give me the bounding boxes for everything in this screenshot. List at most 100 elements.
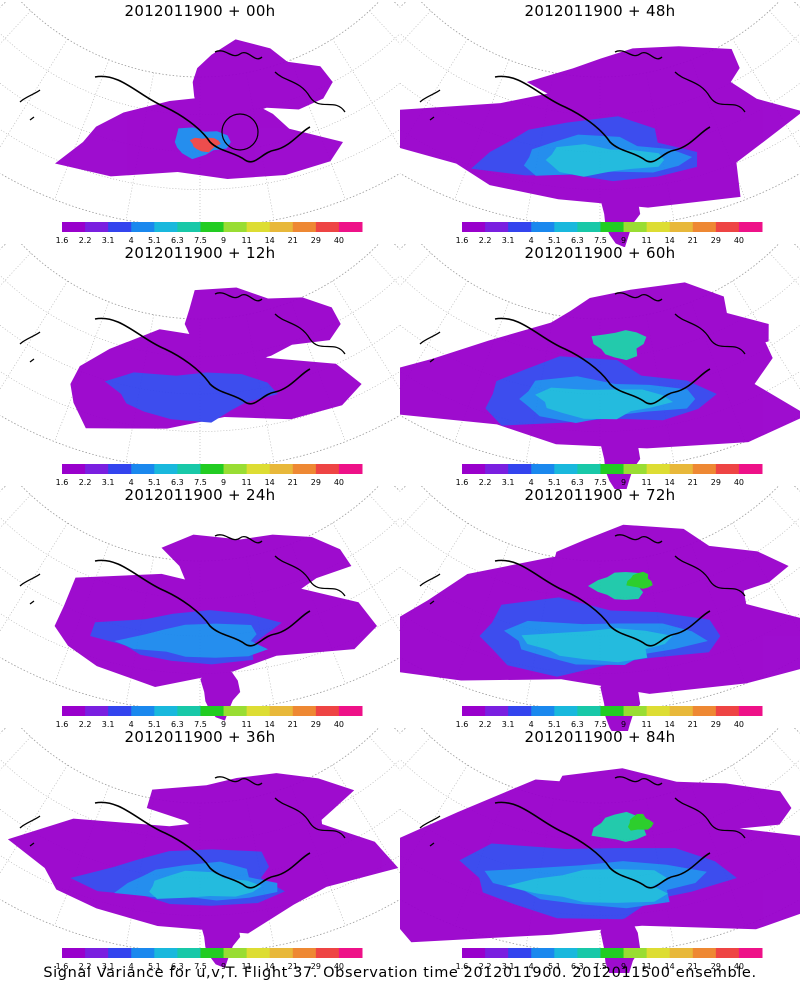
colorbar-segment (85, 706, 109, 716)
longitude-gridline (332, 280, 400, 390)
colorbar-segment (715, 464, 740, 474)
colorbar-segment (600, 948, 625, 958)
coastline (614, 776, 746, 839)
variance-contour (528, 282, 769, 358)
colorbar-segment (738, 948, 763, 958)
colorbar-segment (269, 706, 294, 716)
colorbar-segment (485, 222, 509, 232)
colorbar-segment (292, 222, 317, 232)
latitude-gridline (0, 566, 400, 637)
colorbar-label: 14 (265, 478, 275, 487)
latitude-gridline (400, 566, 800, 637)
colorbar-segment (131, 222, 155, 232)
colorbar-segment (531, 222, 555, 232)
variance-field (70, 287, 362, 429)
colorbar-label: 21 (688, 478, 698, 487)
variance-contour (600, 675, 641, 731)
colorbar-segment (62, 706, 86, 716)
colorbar-label: 6.3 (571, 962, 584, 971)
colorbar-label: 6.3 (571, 236, 584, 245)
colorbar-label: 2.2 (79, 236, 92, 245)
colorbar-label: 2.2 (479, 962, 492, 971)
colorbar-label: 14 (265, 720, 275, 729)
colorbar-label: 21 (288, 478, 298, 487)
colorbar-segment (715, 948, 740, 958)
map-panel: 2012011900 + 60h 1.6 2.2 3.1 4 5.1 6.3 7.5 9 11 14… (400, 244, 800, 489)
colorbar: 1.6 2.2 3.1 4 5.1 6.3 7.5 9 11 14 21 29 40 (456, 222, 763, 245)
colorbar-segment (177, 706, 201, 716)
colorbar-segment (692, 706, 717, 716)
colorbar-segment (738, 222, 763, 232)
colorbar-label: 3.1 (102, 478, 115, 487)
colorbar-segment (531, 464, 555, 474)
colorbar-label: 4 (529, 478, 534, 487)
colorbar-label: 40 (334, 720, 344, 729)
latitude-gridline (0, 82, 400, 153)
colorbar-label: 21 (288, 236, 298, 245)
panel-title: 2012011900 + 36h (124, 728, 276, 746)
variance-contour (627, 813, 654, 831)
colorbar-label: 3.1 (502, 478, 515, 487)
colorbar-label: 7.5 (194, 478, 207, 487)
coastline (19, 573, 41, 605)
colorbar-label: 7.5 (194, 720, 207, 729)
colorbar-label: 4 (529, 962, 534, 971)
colorbar-label: 6.3 (571, 720, 584, 729)
variance-contour (591, 330, 647, 361)
variance-field (400, 768, 800, 973)
variance-contour (189, 137, 221, 153)
colorbar-label: 11 (642, 478, 652, 487)
coastline (614, 534, 746, 597)
colorbar-label: 2.2 (79, 720, 92, 729)
variance-contour (114, 623, 268, 658)
colorbar-segment (577, 706, 601, 716)
colorbar-segment (315, 706, 340, 716)
colorbar-segment (177, 464, 201, 474)
colorbar-label: 29 (711, 720, 721, 729)
colorbar-label: 7.5 (194, 236, 207, 245)
panel-title: 2012011900 + 48h (524, 2, 676, 20)
coastline (94, 559, 311, 647)
colorbar-label: 5.1 (548, 962, 561, 971)
coastline (214, 50, 346, 113)
map-panel: 2012011900 + 00h 1.6 2.2 3.1 4 5.1 6.3 7.5 9 11 14… (0, 2, 400, 247)
coastline (19, 815, 41, 847)
colorbar-segment (600, 222, 625, 232)
colorbar-segment (154, 464, 178, 474)
colorbar-label: 4 (129, 720, 134, 729)
colorbar-segment (715, 222, 740, 232)
variance-contour (161, 534, 352, 608)
panel-title: 2012011900 + 00h (124, 2, 276, 20)
variance-contour (535, 387, 673, 420)
colorbar-label: 9 (621, 478, 626, 487)
colorbar-segment (108, 464, 132, 474)
colorbar-label: 5.1 (148, 962, 161, 971)
colorbar-segment (200, 948, 225, 958)
variance-map (0, 2, 400, 228)
colorbar-label: 3.1 (102, 720, 115, 729)
colorbar-label: 29 (711, 478, 721, 487)
colorbar-segment (715, 706, 740, 716)
colorbar-label: 9 (621, 962, 626, 971)
map-panel: 2012011900 + 12h 1.6 2.2 3.1 4 5.1 6.3 7.5 9 11 14… (0, 244, 400, 489)
colorbar-label: 29 (311, 478, 321, 487)
colorbar-label: 21 (288, 962, 298, 971)
colorbar-label: 40 (734, 962, 744, 971)
colorbar-label: 11 (642, 236, 652, 245)
map-panel: 2012011900 + 36h 1.6 2.2 3.1 4 5.1 6.3 7.5 9 11 14… (0, 728, 400, 973)
colorbar-segment (554, 464, 578, 474)
colorbar-segment (246, 222, 271, 232)
colorbar-segment (646, 222, 671, 232)
colorbar-segment (85, 464, 109, 474)
colorbar-segment (623, 222, 648, 232)
colorbar-segment (508, 948, 532, 958)
variance-contour (149, 870, 262, 899)
colorbar-label: 40 (334, 236, 344, 245)
colorbar-segment (154, 948, 178, 958)
colorbar-label: 7.5 (194, 962, 207, 971)
colorbar-label: 11 (642, 720, 652, 729)
longitude-gridline (0, 38, 68, 148)
colorbar-segment (623, 464, 648, 474)
coastline (214, 776, 346, 839)
colorbar-segment (692, 948, 717, 958)
